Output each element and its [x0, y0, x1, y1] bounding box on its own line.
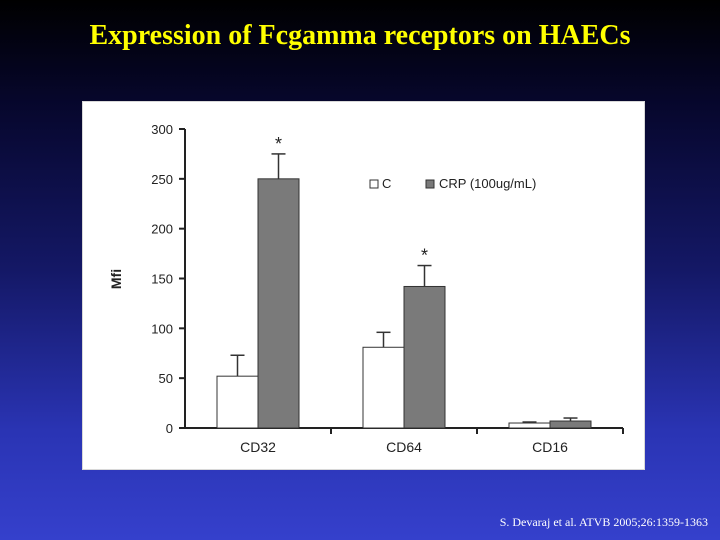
x-tick-label: CD64 — [386, 439, 422, 455]
x-tick-label: CD32 — [240, 439, 276, 455]
y-axis-label: Mfi — [108, 269, 124, 289]
y-tick-label: 50 — [159, 371, 173, 386]
y-tick-label: 100 — [151, 321, 173, 336]
y-tick-label: 200 — [151, 222, 173, 237]
bar-cd32-crp — [257, 178, 300, 429]
citation: S. Devaraj et al. ATVB 2005;26:1359-1363 — [499, 515, 708, 529]
x-tick-label: CD16 — [532, 439, 568, 455]
significance-marker: * — [421, 246, 428, 266]
bar-cd64-crp — [403, 285, 446, 429]
y-tick-label: 150 — [151, 272, 173, 287]
chart-legend: C CRP (100ug/mL) — [369, 176, 536, 191]
y-tick-label: 0 — [166, 421, 173, 436]
legend-swatch-control — [369, 179, 379, 189]
chart-figure: 0 50 100 150 200 250 300 CD32 CD64 CD16 * * C CRP … — [82, 101, 645, 470]
bar-cd16-control — [508, 422, 551, 429]
chart-bars: ** — [216, 134, 592, 429]
slide-title: Expression of Fcgamma receptors on HAECs — [89, 20, 631, 51]
legend-label-control: C — [382, 176, 391, 191]
bar-cd64-control — [362, 346, 405, 429]
chart-axes: 0 50 100 150 200 250 300 CD32 CD64 CD16 — [151, 122, 624, 455]
y-tick-label: 300 — [151, 122, 173, 137]
bar-cd16-crp — [549, 420, 592, 429]
legend-label-crp: CRP (100ug/mL) — [439, 176, 536, 191]
legend-swatch-crp — [425, 179, 435, 189]
y-tick-label: 250 — [151, 172, 173, 187]
bar-cd32-control — [216, 375, 259, 429]
significance-marker: * — [275, 134, 282, 154]
